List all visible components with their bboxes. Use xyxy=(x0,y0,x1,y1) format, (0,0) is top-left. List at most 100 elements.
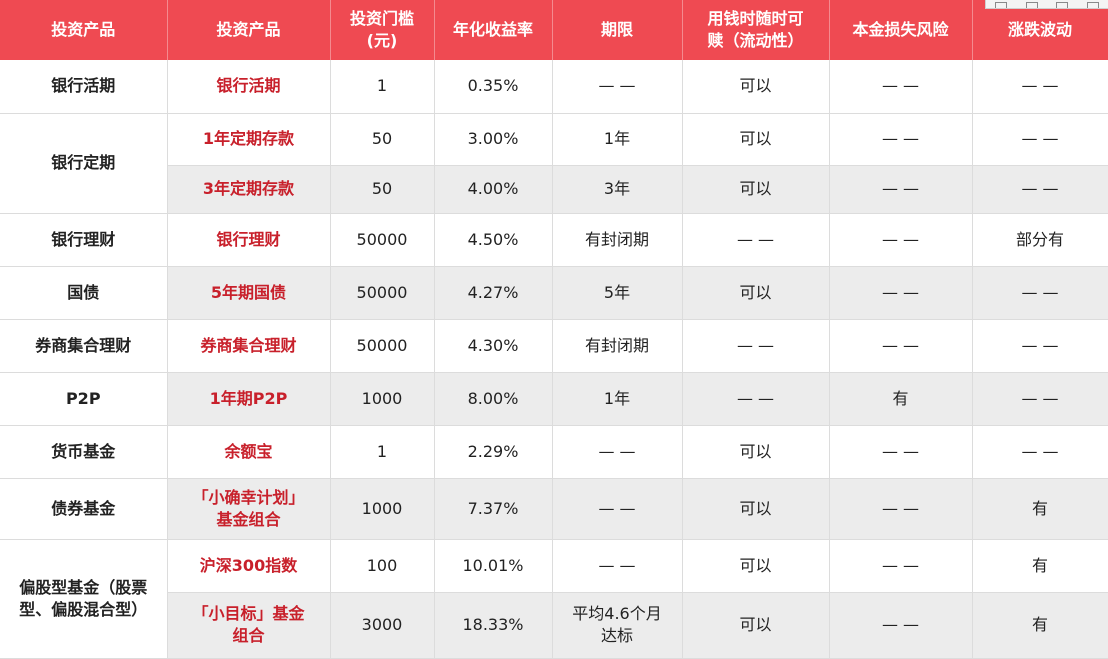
term-line1: 平均4.6个月 xyxy=(572,604,662,623)
volatility-cell: — — xyxy=(972,425,1108,479)
rate-cell: 3.00% xyxy=(434,113,553,166)
table-row: 国债 5年期国债 50000 4.27% 5年 可以 — — — — xyxy=(0,266,1108,320)
loss-risk-cell: — — xyxy=(829,113,973,166)
volatility-cell: 有 xyxy=(972,592,1108,659)
product-line2: 组合 xyxy=(232,626,265,645)
toolbar-close-icon[interactable] xyxy=(1025,2,1038,8)
toolbar-image-icon[interactable] xyxy=(995,2,1008,8)
product-cell: 「小目标」基金 组合 xyxy=(167,592,331,659)
loss-risk-cell: — — xyxy=(829,319,973,373)
loss-risk-cell: — — xyxy=(829,60,973,114)
toolbar-copy-icon[interactable] xyxy=(1056,2,1069,8)
threshold-cell: 1 xyxy=(330,60,435,114)
rate-cell: 4.27% xyxy=(434,266,553,320)
product-line1: 「小确幸计划」 xyxy=(192,487,305,507)
header-volatility: 涨跌波动 xyxy=(972,0,1108,60)
header-product: 投资产品 xyxy=(167,0,331,60)
table-row: 银行理财 银行理财 50000 4.50% 有封闭期 — — — — 部分有 xyxy=(0,213,1108,267)
category-cell: 银行理财 xyxy=(0,213,168,267)
term-cell: 平均4.6个月 达标 xyxy=(552,592,683,659)
header-category: 投资产品 xyxy=(0,0,168,60)
header-liquidity: 用钱时随时可 赎（流动性） xyxy=(682,0,830,60)
header-term: 期限 xyxy=(552,0,683,60)
term-cell: 有封闭期 xyxy=(552,213,683,267)
category-cell: 银行定期 xyxy=(0,113,168,214)
threshold-cell: 50000 xyxy=(330,319,435,373)
rate-cell: 7.37% xyxy=(434,478,553,540)
term-cell: 5年 xyxy=(552,266,683,320)
rate-cell: 10.01% xyxy=(434,539,553,593)
threshold-cell: 50000 xyxy=(330,213,435,267)
table-row: 3年定期存款 50 4.00% 3年 可以 — — — — xyxy=(0,165,1108,214)
loss-risk-cell: — — xyxy=(829,539,973,593)
liquidity-cell: — — xyxy=(682,372,830,426)
liquidity-cell: 可以 xyxy=(682,425,830,479)
product-cell: 券商集合理财 xyxy=(167,319,331,373)
liquidity-cell: 可以 xyxy=(682,113,830,166)
product-cell: 余额宝 xyxy=(167,425,331,479)
threshold-cell: 100 xyxy=(330,539,435,593)
category-cell: 货币基金 xyxy=(0,425,168,479)
category-cell: 偏股型基金（股票 型、偏股混合型） xyxy=(0,539,168,659)
liquidity-cell: 可以 xyxy=(682,266,830,320)
liquidity-cell: — — xyxy=(682,319,830,373)
product-line2: 基金组合 xyxy=(216,509,281,529)
table-row: 银行定期 1年定期存款 50 3.00% 1年 可以 — — — — xyxy=(0,113,1108,214)
rate-cell: 4.50% xyxy=(434,213,553,267)
liquidity-cell: 可以 xyxy=(682,478,830,540)
liquidity-cell: 可以 xyxy=(682,592,830,659)
header-threshold: 投资门槛 (元) xyxy=(330,0,435,60)
volatility-cell: — — xyxy=(972,165,1108,214)
term-cell: — — xyxy=(552,425,683,479)
threshold-cell: 1000 xyxy=(330,478,435,540)
loss-risk-cell: — — xyxy=(829,478,973,540)
product-cell: 1年期P2P xyxy=(167,372,331,426)
rate-cell: 18.33% xyxy=(434,592,553,659)
loss-risk-cell: 有 xyxy=(829,372,973,426)
table-row: 货币基金 余额宝 1 2.29% — — 可以 — — — — xyxy=(0,425,1108,479)
threshold-cell: 50 xyxy=(330,113,435,166)
loss-risk-cell: — — xyxy=(829,266,973,320)
threshold-cell: 50000 xyxy=(330,266,435,320)
category-cell: 券商集合理财 xyxy=(0,319,168,373)
loss-risk-cell: — — xyxy=(829,165,973,214)
volatility-cell: — — xyxy=(972,266,1108,320)
volatility-cell: 部分有 xyxy=(972,213,1108,267)
term-cell: 3年 xyxy=(552,165,683,214)
rate-cell: 0.35% xyxy=(434,60,553,114)
term-cell: 有封闭期 xyxy=(552,319,683,373)
product-cell: 银行活期 xyxy=(167,60,331,114)
header-liquidity-line2: 赎（流动性） xyxy=(707,31,804,50)
volatility-cell: — — xyxy=(972,113,1108,166)
category-line1: 偏股型基金（股票 xyxy=(19,577,148,597)
rate-cell: 4.30% xyxy=(434,319,553,373)
term-line2: 达标 xyxy=(600,626,633,645)
table-row: 券商集合理财 券商集合理财 50000 4.30% 有封闭期 — — — — —… xyxy=(0,319,1108,373)
toolbar-frame-icon[interactable] xyxy=(1086,2,1099,8)
threshold-cell: 50 xyxy=(330,165,435,214)
liquidity-cell: 可以 xyxy=(682,165,830,214)
term-cell: 1年 xyxy=(552,113,683,166)
liquidity-cell: 可以 xyxy=(682,60,830,114)
liquidity-cell: — — xyxy=(682,213,830,267)
loss-risk-cell: — — xyxy=(829,592,973,659)
liquidity-cell: 可以 xyxy=(682,539,830,593)
rate-cell: 4.00% xyxy=(434,165,553,214)
header-row: 投资产品 投资产品 投资门槛 (元) 年化收益率 期限 用钱时随时可 赎（流动性） … xyxy=(0,0,1108,60)
header-threshold-line2: (元) xyxy=(366,31,398,50)
product-cell: 「小确幸计划」 基金组合 xyxy=(167,478,331,540)
term-cell: — — xyxy=(552,60,683,114)
loss-risk-cell: — — xyxy=(829,425,973,479)
volatility-cell: 有 xyxy=(972,539,1108,593)
table-row: P2P 1年期P2P 1000 8.00% 1年 — — 有 — — xyxy=(0,372,1108,426)
rate-cell: 8.00% xyxy=(434,372,553,426)
loss-risk-cell: — — xyxy=(829,213,973,267)
term-cell: 1年 xyxy=(552,372,683,426)
category-cell: P2P xyxy=(0,372,168,426)
volatility-cell: — — xyxy=(972,319,1108,373)
category-cell: 债券基金 xyxy=(0,478,168,540)
table-row: 债券基金 「小确幸计划」 基金组合 1000 7.37% — — 可以 — — 有 xyxy=(0,478,1108,540)
header-liquidity-line1: 用钱时随时可 xyxy=(707,9,804,28)
header-loss-risk: 本金损失风险 xyxy=(829,0,973,60)
